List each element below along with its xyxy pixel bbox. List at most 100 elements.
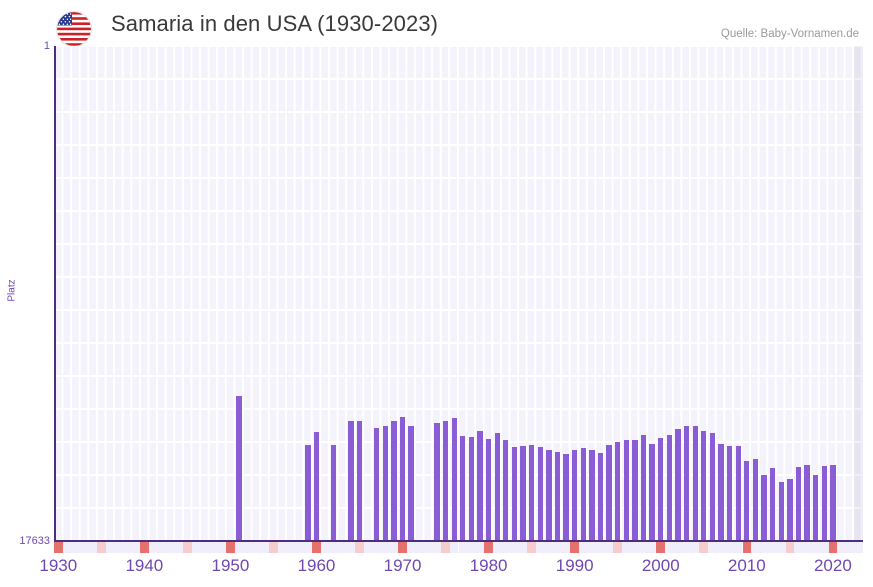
x-marker-1948 — [208, 542, 218, 553]
bar-2007[interactable] — [718, 444, 724, 541]
x-marker-2014 — [776, 542, 786, 553]
bar-2013[interactable] — [769, 468, 776, 541]
bar-1969[interactable] — [391, 421, 397, 541]
x-marker-1966 — [363, 542, 373, 553]
bar-1993[interactable] — [597, 453, 604, 541]
bar-1995[interactable] — [615, 442, 621, 541]
x-marker-1957 — [286, 542, 295, 553]
bar-1991[interactable] — [580, 448, 586, 541]
x-marker-1988 — [553, 542, 562, 553]
bar-1999[interactable] — [649, 444, 655, 541]
bar-1965[interactable] — [356, 421, 363, 541]
bar-2008[interactable] — [726, 446, 733, 541]
bar-2003[interactable] — [683, 426, 690, 541]
bar-2019[interactable] — [821, 466, 827, 541]
x-marker-1998 — [639, 542, 648, 553]
x-marker-1930 — [54, 542, 63, 553]
bar-2014[interactable] — [778, 482, 784, 541]
bar-1971[interactable] — [408, 426, 414, 541]
bar-1983[interactable] — [511, 447, 518, 541]
bar-2004[interactable] — [692, 426, 698, 541]
bar-2009[interactable] — [735, 446, 741, 541]
x-marker-1942 — [157, 542, 166, 553]
bar-1976[interactable] — [451, 418, 457, 541]
bar-1988[interactable] — [554, 452, 561, 541]
bar-2000[interactable] — [658, 438, 664, 541]
chart-header: Samaria in den USA (1930-2023) Quelle: B… — [0, 0, 873, 46]
x-marker-1954 — [260, 542, 270, 553]
bar-2006[interactable] — [709, 433, 716, 541]
bar-1962[interactable] — [331, 445, 337, 541]
x-marker-2008 — [725, 542, 734, 553]
x-marker-1968 — [381, 542, 390, 553]
x-marker-1961 — [320, 542, 330, 553]
bar-1960[interactable] — [313, 432, 320, 541]
x-marker-1980 — [484, 542, 493, 553]
x-tick-label-2000: 2000 — [641, 556, 680, 575]
bar-1986[interactable] — [537, 447, 543, 541]
bar-1978[interactable] — [468, 437, 475, 541]
bar-1979[interactable] — [477, 431, 483, 541]
bar-1989[interactable] — [563, 454, 569, 541]
bar-2002[interactable] — [675, 429, 681, 541]
x-marker-2015 — [785, 542, 795, 553]
x-marker-2007 — [716, 542, 726, 553]
x-marker-1935 — [97, 542, 106, 553]
bar-1964[interactable] — [348, 421, 354, 541]
bar-1968[interactable] — [382, 426, 388, 541]
bar-1981[interactable] — [494, 433, 500, 541]
bar-1959[interactable] — [305, 445, 311, 541]
x-marker-1937 — [114, 542, 123, 553]
bar-1975[interactable] — [442, 421, 449, 541]
bar-1967[interactable] — [374, 428, 380, 541]
y-axis-tick-top: 1 — [43, 40, 50, 52]
bar-1982[interactable] — [503, 440, 509, 541]
bar-1985[interactable] — [528, 445, 535, 541]
x-marker-1999 — [647, 542, 657, 553]
bar-1998[interactable] — [640, 435, 647, 541]
bar-1984[interactable] — [520, 446, 526, 541]
x-marker-2010 — [742, 542, 752, 553]
x-marker-2001 — [665, 542, 674, 553]
bar-1997[interactable] — [632, 440, 638, 541]
bar-2001[interactable] — [666, 435, 673, 541]
x-marker-1990 — [570, 542, 579, 553]
bar-1951[interactable] — [236, 396, 242, 541]
bar-2011[interactable] — [752, 459, 759, 541]
x-marker-1969 — [389, 542, 399, 553]
x-marker-1953 — [251, 542, 261, 553]
x-marker-1996 — [622, 542, 631, 553]
x-marker-1938 — [122, 542, 132, 553]
x-marker-1982 — [501, 542, 511, 553]
y-axis-title: Platz — [6, 279, 18, 302]
bar-2005[interactable] — [701, 431, 707, 541]
bar-1994[interactable] — [606, 445, 612, 541]
x-marker-1984 — [518, 542, 528, 553]
x-tick-label-1950: 1950 — [211, 556, 250, 575]
x-marker-1992 — [587, 542, 597, 553]
bar-2016[interactable] — [795, 467, 802, 541]
bar-1974[interactable] — [434, 423, 440, 541]
bar-2015[interactable] — [787, 479, 793, 541]
bar-1980[interactable] — [485, 439, 492, 541]
bar-1990[interactable] — [572, 450, 578, 541]
bar-1996[interactable] — [623, 440, 629, 541]
x-marker-1971 — [406, 542, 416, 553]
bar-2020[interactable] — [830, 465, 836, 541]
x-tick-label-1960: 1960 — [297, 556, 336, 575]
bar-2017[interactable] — [804, 465, 810, 541]
bar-2018[interactable] — [812, 475, 819, 541]
x-marker-1958 — [294, 542, 304, 553]
y-axis-line — [54, 46, 56, 541]
x-tick-label-1930: 1930 — [39, 556, 78, 575]
bar-1992[interactable] — [589, 450, 595, 541]
bar-1977[interactable] — [460, 436, 466, 541]
x-marker-2006 — [708, 542, 717, 553]
bar-1970[interactable] — [399, 417, 406, 541]
x-tick-label-1970: 1970 — [383, 556, 422, 575]
bar-2012[interactable] — [761, 475, 767, 541]
x-marker-1936 — [105, 542, 115, 553]
bar-2010[interactable] — [744, 461, 750, 541]
bar-1987[interactable] — [546, 450, 552, 541]
